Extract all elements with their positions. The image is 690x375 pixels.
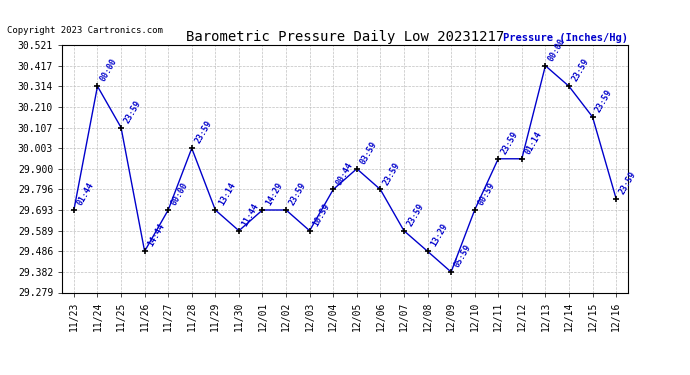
Text: 23:59: 23:59 xyxy=(500,130,520,156)
Text: Pressure (Inches/Hg): Pressure (Inches/Hg) xyxy=(503,33,628,42)
Text: 11:44: 11:44 xyxy=(240,202,261,228)
Text: 14:29: 14:29 xyxy=(264,181,284,207)
Text: 00:59: 00:59 xyxy=(476,181,496,207)
Text: 00:00: 00:00 xyxy=(170,181,190,207)
Text: 23:59: 23:59 xyxy=(122,99,143,125)
Text: 23:59: 23:59 xyxy=(288,181,308,207)
Text: 05:59: 05:59 xyxy=(453,243,473,269)
Text: 23:59: 23:59 xyxy=(594,88,614,114)
Title: Barometric Pressure Daily Low 20231217: Barometric Pressure Daily Low 20231217 xyxy=(186,30,504,44)
Text: 23:59: 23:59 xyxy=(405,202,426,228)
Text: 23:59: 23:59 xyxy=(571,57,591,84)
Text: 23:59: 23:59 xyxy=(618,170,638,196)
Text: 01:44: 01:44 xyxy=(75,181,96,207)
Text: 00:00: 00:00 xyxy=(99,57,119,84)
Text: 23:59: 23:59 xyxy=(193,119,213,146)
Text: 14:44: 14:44 xyxy=(146,222,166,249)
Text: 03:59: 03:59 xyxy=(358,140,379,166)
Text: 00:00: 00:00 xyxy=(546,37,567,63)
Text: 13:14: 13:14 xyxy=(217,181,237,207)
Text: 10:59: 10:59 xyxy=(311,202,331,228)
Text: 23:59: 23:59 xyxy=(382,160,402,187)
Text: Copyright 2023 Cartronics.com: Copyright 2023 Cartronics.com xyxy=(7,26,163,35)
Text: 01:14: 01:14 xyxy=(523,130,544,156)
Text: 00:44: 00:44 xyxy=(335,160,355,187)
Text: 13:29: 13:29 xyxy=(429,222,449,249)
